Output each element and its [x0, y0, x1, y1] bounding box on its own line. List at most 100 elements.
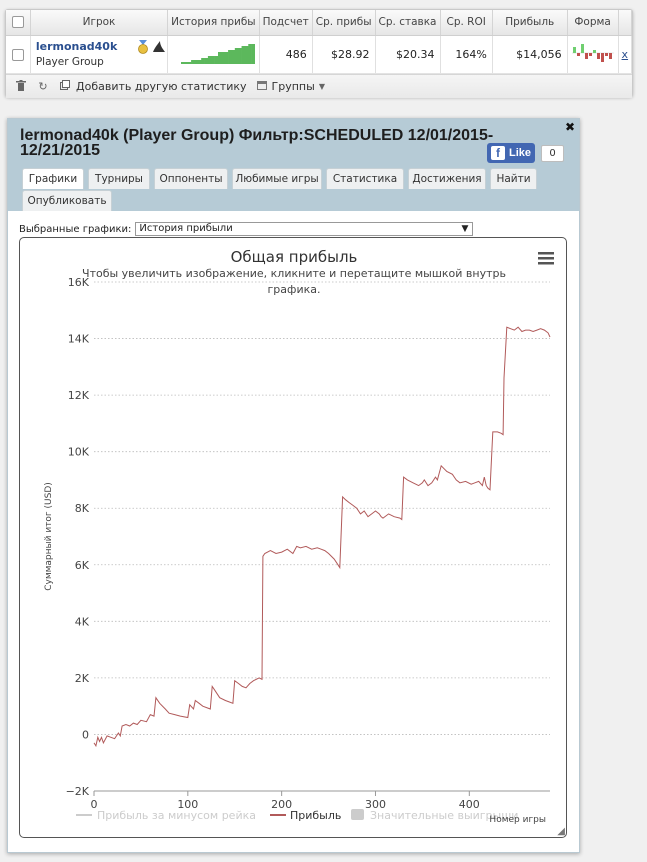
x-tick-label: 400: [459, 798, 480, 811]
select-all-header: [6, 10, 31, 36]
y-axis-label: Суммарный итог (USD): [44, 482, 54, 591]
tab-charts[interactable]: Графики: [22, 168, 84, 189]
sparkline-bar: [200, 57, 205, 64]
sparkline-bar: [244, 45, 249, 64]
groups-icon: [255, 80, 269, 93]
resize-handle-icon[interactable]: ◢: [557, 826, 565, 837]
remove-cell: x: [618, 35, 633, 74]
form-bar: [576, 52, 580, 56]
sparkline-bar: [194, 59, 198, 64]
legend-label: Прибыль: [290, 809, 341, 822]
legend-item-net-profit[interactable]: Прибыль за минусом рейка: [76, 809, 256, 822]
tab-tournaments[interactable]: Турниры: [88, 168, 150, 189]
report-panel: lermonad40k (Player Group) Фильтр:SCHEDU…: [7, 118, 580, 853]
chart-menu-icon[interactable]: [538, 252, 554, 265]
sparkline-bar: [224, 51, 228, 64]
sparkline-bar: [197, 59, 202, 64]
chart-subtitle: Чтобы увеличить изображение, кликните и …: [82, 267, 506, 296]
col-header-count[interactable]: Подсчет: [259, 10, 313, 36]
add-stats-button[interactable]: Добавить другую статистику: [58, 80, 247, 93]
remove-player-link[interactable]: x: [621, 47, 629, 61]
report-title: lermonad40k (Player Group) Фильтр:SCHEDU…: [20, 127, 494, 159]
profit-history-sparkline: [180, 43, 255, 64]
tab-favorite-games[interactable]: Любимые игры: [232, 168, 322, 189]
sparkline-bar: [187, 61, 191, 64]
player-table-panel: Игрок История прибы Подсчет Ср. прибы Ср…: [5, 9, 633, 98]
chart-select[interactable]: История прибыли ▼: [135, 222, 474, 236]
x-axis-label: Номер игры: [489, 815, 546, 825]
form-bar: [604, 52, 608, 56]
y-tick-label: 0: [82, 728, 89, 741]
medal-icon: [137, 39, 148, 54]
col-header-profit-history[interactable]: История прибы: [167, 10, 260, 36]
sparkline-bar: [251, 43, 255, 64]
tab-publish[interactable]: Опубликовать: [22, 190, 112, 211]
y-tick-label: −2K: [66, 785, 90, 798]
like-label: Like: [509, 147, 532, 159]
avg-stake-cell: $20.34: [375, 35, 441, 74]
form-bar: [572, 46, 576, 53]
row-select-cell: [6, 35, 31, 74]
y-tick-label: 16K: [68, 276, 90, 289]
legend-item-big-wins[interactable]: Значительные выигрыши: [351, 809, 518, 822]
player-name-link[interactable]: lermonad40k: [35, 40, 118, 53]
facebook-like-button[interactable]: f Like: [487, 143, 535, 163]
profit-series-line[interactable]: [93, 326, 551, 748]
profit-cell: $14,056: [492, 35, 568, 74]
tab-achievements[interactable]: Достижения: [408, 168, 486, 189]
table-toolbar: ↻ Добавить другую статистику Группы ▼: [6, 74, 632, 98]
col-header-remove: [618, 10, 633, 36]
sparkline-bar: [220, 51, 225, 64]
y-tick-label: 8K: [75, 502, 90, 515]
y-tick-label: 2K: [75, 672, 90, 685]
chart-select-row: Выбранные графики: История прибыли ▼: [19, 222, 474, 236]
legend-item-profit[interactable]: Прибыль: [270, 809, 341, 822]
col-header-avg-stake[interactable]: Ср. ставка: [375, 10, 441, 36]
sparkline-bar: [204, 57, 208, 64]
player-table: Игрок История прибы Подсчет Ср. прибы Ср…: [6, 10, 633, 74]
sparkline-bar: [207, 55, 212, 64]
table-row: lermonad40k Player Group 486 $28.92 $20.…: [6, 35, 633, 74]
col-header-player[interactable]: Игрок: [30, 10, 169, 36]
legend-label: Значительные выигрыши: [370, 809, 518, 822]
legend-label: Прибыль за минусом рейка: [97, 809, 256, 822]
form-chart: [571, 43, 614, 62]
facebook-icon: f: [491, 146, 505, 160]
x-tick-label: 300: [365, 798, 386, 811]
avg-profit-cell: $28.92: [312, 35, 376, 74]
col-header-avg-profit[interactable]: Ср. прибы: [312, 10, 376, 36]
y-tick-label: 4K: [75, 615, 90, 628]
select-all-checkbox[interactable]: [11, 16, 24, 29]
chart-container[interactable]: Общая прибыль Чтобы увеличить изображение…: [19, 237, 567, 838]
sparkline-bar: [231, 49, 235, 64]
add-stats-icon: [58, 80, 72, 93]
chart-select-value: История прибыли: [139, 223, 233, 234]
close-icon[interactable]: ✖: [564, 120, 575, 134]
sparkline-bar: [237, 47, 242, 64]
row-checkbox[interactable]: [11, 48, 24, 61]
col-header-form[interactable]: Форма: [567, 10, 619, 36]
chart-legend: Прибыль за минусом рейка Прибыль Значитель…: [76, 809, 518, 822]
sparkline-bar: [190, 59, 195, 64]
groups-label: Группы: [271, 80, 315, 93]
tab-find[interactable]: Найти: [490, 168, 537, 189]
report-header: lermonad40k (Player Group) Фильтр:SCHEDU…: [8, 119, 579, 211]
trash-icon[interactable]: [14, 79, 28, 94]
groups-dropdown[interactable]: Группы ▼: [255, 80, 325, 93]
tab-opponents[interactable]: Оппоненты: [154, 168, 228, 189]
form-cell: [567, 35, 619, 74]
col-header-profit[interactable]: Прибыль: [492, 10, 568, 36]
refresh-icon[interactable]: ↻: [38, 80, 48, 93]
tab-statistics[interactable]: Статистика: [326, 168, 404, 189]
player-cell: lermonad40k Player Group: [30, 35, 169, 74]
add-stats-label: Добавить другую статистику: [76, 80, 247, 93]
x-tick-label: 0: [91, 798, 98, 811]
form-bar: [596, 52, 600, 59]
x-tick-label: 100: [177, 798, 198, 811]
form-bar: [584, 52, 588, 59]
col-header-avg-roi[interactable]: Ср. ROI: [440, 10, 493, 36]
y-tick-label: 6K: [75, 559, 90, 572]
chevron-down-icon: ▼: [318, 82, 325, 91]
sparkline-bar: [227, 49, 232, 64]
